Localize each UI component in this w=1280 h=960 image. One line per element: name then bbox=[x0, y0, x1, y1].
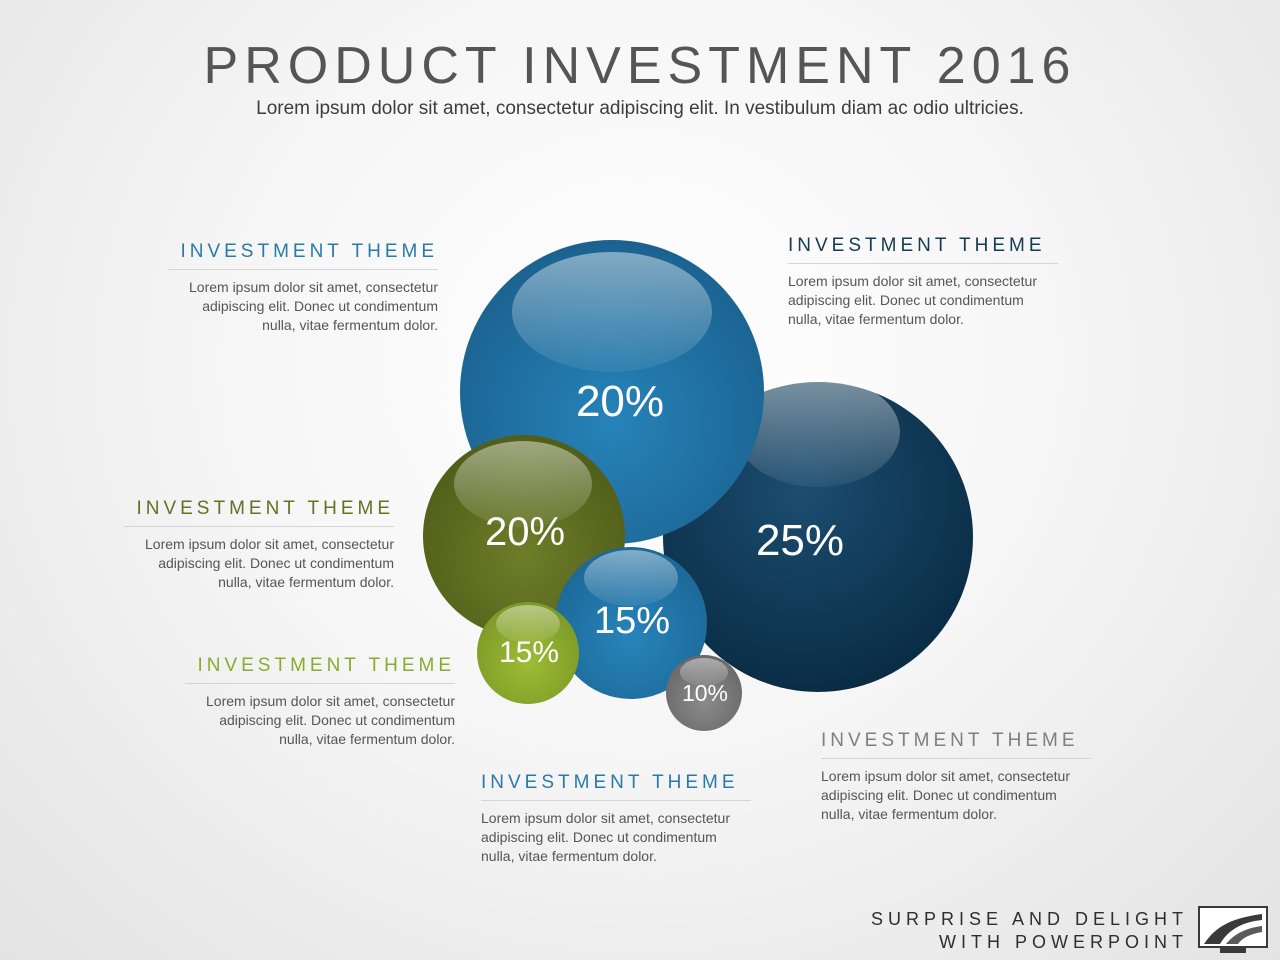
bubble-gloss bbox=[512, 252, 712, 372]
bubble-label: 20% bbox=[576, 377, 664, 426]
road-logo-icon bbox=[1198, 906, 1268, 953]
page-title: PRODUCT INVESTMENT 2016 bbox=[203, 37, 1077, 95]
bubble-label: 25% bbox=[756, 516, 844, 565]
page-subtitle: Lorem ipsum dolor sit amet, consectetur … bbox=[256, 98, 1024, 119]
theme-block-top-right: INVESTMENT THEME Lorem ipsum dolor sit a… bbox=[788, 235, 1058, 329]
theme-heading: INVESTMENT THEME bbox=[185, 655, 455, 684]
bubble-label: 15% bbox=[499, 636, 559, 669]
bubble-label: 15% bbox=[594, 600, 670, 642]
theme-block-mid-left: INVESTMENT THEME Lorem ipsum dolor sit a… bbox=[124, 498, 394, 592]
bubble-gloss bbox=[680, 658, 728, 686]
bubble-label: 10% bbox=[682, 680, 728, 706]
theme-heading: INVESTMENT THEME bbox=[481, 772, 751, 801]
footer-line-1: SURPRISE AND DELIGHT bbox=[870, 909, 1188, 929]
bubble-gloss bbox=[736, 377, 900, 487]
theme-body: Lorem ipsum dolor sit amet, consectetur … bbox=[481, 810, 730, 864]
theme-block-top-left: INVESTMENT THEME Lorem ipsum dolor sit a… bbox=[168, 241, 438, 335]
theme-heading: INVESTMENT THEME bbox=[168, 241, 438, 270]
theme-block-bottom-center: INVESTMENT THEME Lorem ipsum dolor sit a… bbox=[481, 772, 751, 866]
theme-block-bottom-right: INVESTMENT THEME Lorem ipsum dolor sit a… bbox=[821, 730, 1091, 824]
bubble-gloss bbox=[496, 605, 560, 643]
theme-body: Lorem ipsum dolor sit amet, consectetur … bbox=[145, 536, 394, 590]
bubble-15-blue: 15% bbox=[555, 547, 707, 699]
theme-heading: INVESTMENT THEME bbox=[788, 235, 1058, 264]
bubble-gloss bbox=[454, 441, 592, 527]
theme-body: Lorem ipsum dolor sit amet, consectetur … bbox=[821, 768, 1070, 822]
bubble-15-lime: 15% bbox=[477, 602, 579, 704]
theme-body: Lorem ipsum dolor sit amet, consectetur … bbox=[189, 279, 438, 333]
theme-body: Lorem ipsum dolor sit amet, consectetur … bbox=[206, 693, 455, 747]
footer-line-2: WITH POWERPOINT bbox=[939, 932, 1188, 952]
bubble-label: 20% bbox=[485, 510, 565, 554]
bubble-10-gray: 10% bbox=[666, 655, 742, 731]
theme-heading: INVESTMENT THEME bbox=[821, 730, 1091, 759]
bubble-gloss bbox=[584, 550, 678, 606]
theme-heading: INVESTMENT THEME bbox=[124, 498, 394, 527]
theme-body: Lorem ipsum dolor sit amet, consectetur … bbox=[788, 273, 1037, 327]
theme-block-lower-left: INVESTMENT THEME Lorem ipsum dolor sit a… bbox=[185, 655, 455, 749]
footer-tagline: SURPRISE AND DELIGHT WITH POWERPOINT bbox=[871, 908, 1188, 954]
